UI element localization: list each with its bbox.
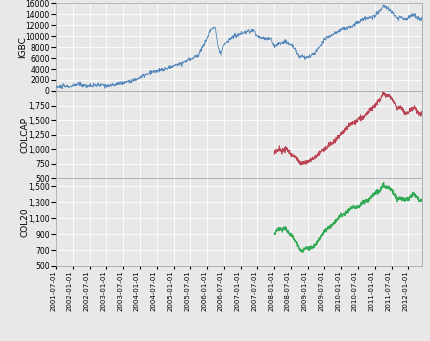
Y-axis label: COL20: COL20 — [21, 207, 30, 237]
Y-axis label: IGBC: IGBC — [18, 36, 27, 58]
Y-axis label: COLCAP: COLCAP — [21, 117, 30, 153]
